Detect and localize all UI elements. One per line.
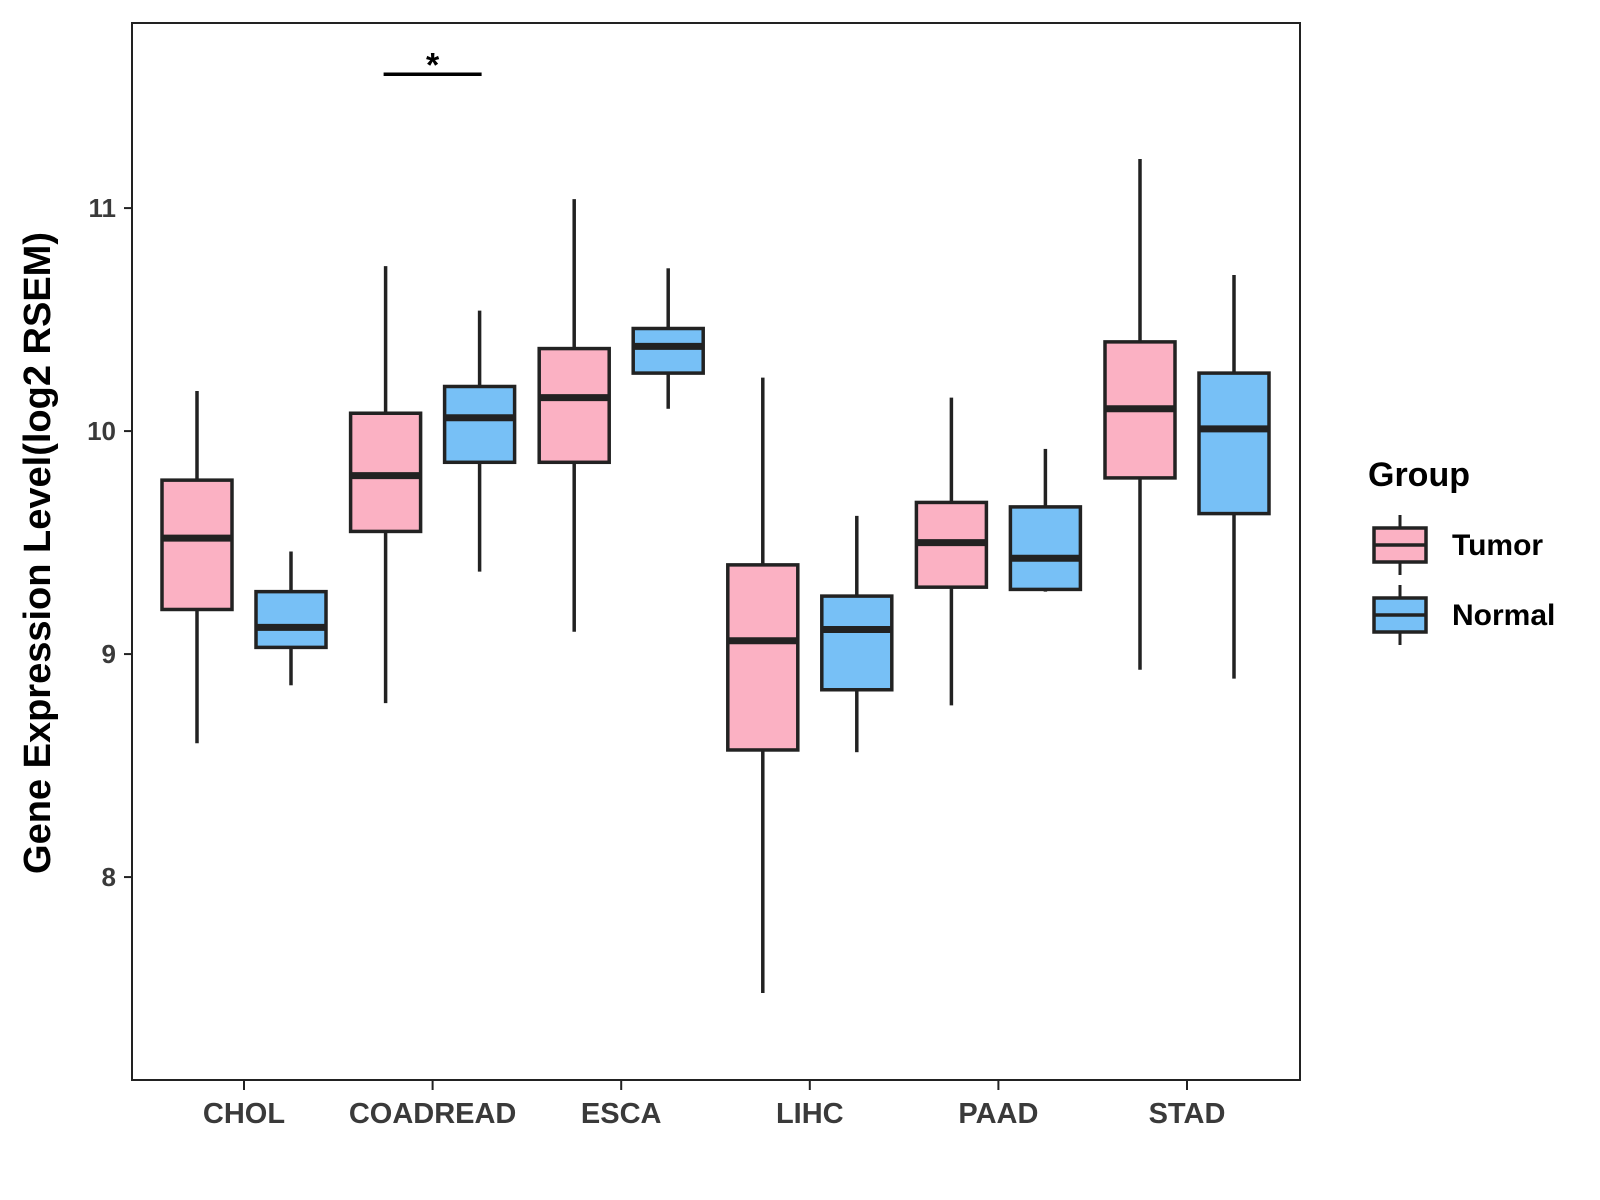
normal-chol-box	[254, 589, 328, 650]
y-tick-label: 8	[102, 862, 116, 892]
x-tick-label-coadread: COADREAD	[349, 1098, 517, 1130]
normal-coadread-box	[442, 384, 517, 465]
boxes-layer	[160, 159, 1271, 994]
series-tumor	[160, 159, 1177, 994]
legend-label-normal: Normal	[1452, 599, 1555, 632]
legend-title: Group	[1368, 456, 1470, 494]
x-tick-label-paad: PAAD	[958, 1098, 1038, 1130]
x-tick-label-esca: ESCA	[581, 1098, 662, 1130]
legend-item-normal: Normal	[1372, 585, 1555, 645]
plot-panel-border	[131, 22, 1301, 1081]
legend-entries: Tumor Normal	[1372, 515, 1555, 645]
tumor-chol-box	[160, 478, 234, 612]
x-tick-label-chol: CHOL	[203, 1098, 285, 1130]
legend-item-tumor: Tumor	[1372, 515, 1543, 575]
significance-label: *	[426, 46, 440, 84]
normal-lihc-box	[820, 594, 894, 692]
y-tick-label: 10	[87, 416, 116, 446]
y-tick-label: 9	[102, 639, 116, 669]
normal-paad-box	[1008, 505, 1083, 592]
normal-stad-box	[1197, 371, 1271, 516]
significance-annotations: *	[383, 46, 482, 84]
x-tick-label-stad: STAD	[1149, 1098, 1226, 1130]
y-axis-title: Gene Expression Level(log2 RSEM)	[17, 232, 59, 874]
tumor-esca-box	[537, 346, 611, 465]
x-tick-label-lihc: LIHC	[776, 1098, 844, 1130]
legend: Group Tumor Normal	[1368, 456, 1555, 645]
normal-esca-box	[631, 326, 705, 375]
legend-label-tumor: Tumor	[1452, 529, 1543, 562]
y-tick-label: 11	[89, 193, 117, 223]
series-normal	[254, 268, 1271, 753]
tumor-lihc-box	[726, 563, 800, 752]
axes-layer: 8 9 10 11 CHOL COADREAD ESCA LIHC PAAD STAD	[87, 193, 1225, 1130]
